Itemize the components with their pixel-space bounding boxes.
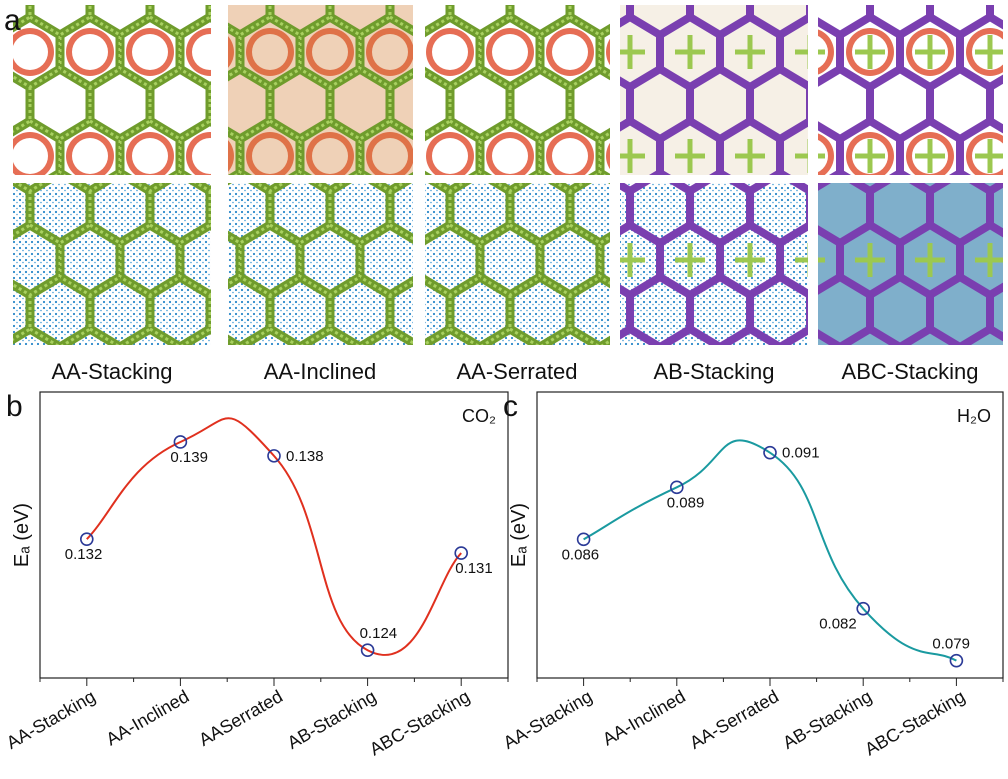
- x-tick-label: AB-Stacking: [284, 686, 380, 753]
- x-tick-label: AA-Inclined: [103, 686, 193, 749]
- value-label: 0.131: [455, 560, 493, 577]
- annotation: CO₂: [462, 406, 496, 426]
- value-label: 0.086: [562, 546, 600, 563]
- structure-label: AA-Serrated: [456, 359, 577, 384]
- marker: [856, 601, 871, 616]
- marker: [576, 532, 591, 547]
- plot-frame: [39, 391, 509, 679]
- line: [583, 439, 957, 662]
- structure-image: [818, 183, 1003, 345]
- value-label: 0.132: [65, 546, 103, 563]
- structure-label: ABC-Stacking: [842, 359, 979, 384]
- structure-image: [818, 5, 1003, 175]
- structure-images: [13, 5, 1003, 345]
- structure-label: AA-Inclined: [264, 359, 377, 384]
- marker: [267, 449, 281, 463]
- value-label: 0.091: [782, 445, 820, 462]
- value-label: 0.124: [360, 625, 398, 642]
- structure-image: [620, 183, 808, 345]
- x-tick-label: AA-Stacking: [3, 686, 99, 753]
- line: [86, 417, 462, 656]
- value-label: 0.138: [286, 448, 324, 465]
- x-tick-label: ABC-Stacking: [861, 686, 968, 759]
- y-axis-label: Eₐ (eV): [508, 503, 530, 567]
- x-tick-label: ABC-Stacking: [366, 686, 473, 759]
- structure-image: [13, 183, 211, 345]
- panel-label: c: [503, 390, 518, 423]
- x-tick-label: AA-Inclined: [599, 686, 689, 749]
- value-label: 0.089: [667, 494, 705, 511]
- marker: [763, 445, 777, 460]
- structure-image: [425, 5, 610, 175]
- x-tick-label: AA-Serrated: [686, 686, 782, 753]
- structure-image: [228, 183, 413, 345]
- marker: [949, 653, 964, 668]
- value-label: 0.079: [932, 636, 970, 653]
- value-label: 0.082: [819, 616, 857, 633]
- value-label: 0.139: [170, 449, 208, 466]
- structure-label: AA-Stacking: [51, 359, 172, 384]
- marker: [360, 643, 375, 658]
- structure-image: [620, 5, 808, 175]
- panel-label: a: [4, 4, 21, 37]
- marker: [80, 532, 94, 546]
- structure-image: [228, 5, 413, 175]
- marker: [173, 435, 188, 449]
- x-tick-label: AASerrated: [195, 686, 286, 750]
- marker: [454, 546, 469, 560]
- y-axis-label: Eₐ (eV): [11, 503, 33, 567]
- panel-label: b: [6, 390, 23, 423]
- structure-image: [425, 183, 610, 345]
- marker: [669, 480, 684, 495]
- structure-image: [13, 5, 211, 175]
- x-tick-label: AA-Stacking: [500, 686, 596, 753]
- annotation: H₂O: [957, 406, 991, 426]
- structure-label: AB-Stacking: [653, 359, 774, 384]
